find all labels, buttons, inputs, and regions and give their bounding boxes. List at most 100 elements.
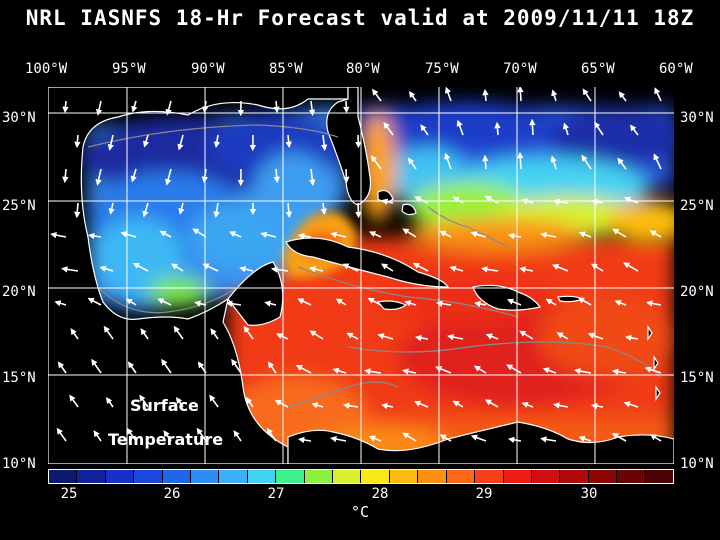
wind-vector <box>260 231 277 238</box>
colorbar-swatch <box>418 470 447 483</box>
wind-vector <box>407 157 417 170</box>
wind-vector <box>414 196 429 204</box>
wind-vector <box>142 134 150 148</box>
wind-vector <box>342 402 359 409</box>
colorbar-swatch <box>247 470 277 483</box>
wind-vector <box>343 168 350 184</box>
wind-vectors <box>50 87 662 444</box>
wind-vector <box>233 430 242 442</box>
wind-vector <box>435 300 452 307</box>
wind-vector <box>646 300 662 307</box>
wind-vector <box>74 202 81 219</box>
wind-vector <box>165 100 172 116</box>
wind-vector <box>209 394 219 408</box>
lat-label-right-30n: 30°N <box>680 110 714 126</box>
colorbar-swatch <box>475 470 504 483</box>
colorbar-swatch <box>531 470 561 483</box>
wind-vector <box>243 325 254 340</box>
wind-vector <box>170 263 184 272</box>
wind-vector <box>611 433 627 442</box>
wind-vector <box>482 88 489 102</box>
colorbar-swatch <box>333 470 362 483</box>
wind-vector <box>93 430 102 442</box>
wind-vector <box>131 100 138 113</box>
wind-vector <box>270 266 289 273</box>
wind-vector <box>590 263 604 272</box>
wind-vector <box>130 168 137 183</box>
wind-vector <box>447 333 464 341</box>
wind-vector <box>372 88 382 102</box>
wind-vector <box>581 154 592 170</box>
wind-vector <box>87 297 102 306</box>
wind-vector <box>56 427 67 442</box>
wind-vector <box>413 400 429 408</box>
wind-vector <box>163 430 172 442</box>
wind-vector <box>439 434 452 442</box>
wind-vector <box>139 394 149 408</box>
colorbar-swatch <box>389 470 419 483</box>
wind-vector <box>275 333 289 340</box>
wind-vector <box>444 87 452 102</box>
wind-vector <box>173 325 184 340</box>
wind-vector <box>556 332 569 340</box>
wind-vector <box>507 436 522 443</box>
wind-vector <box>494 121 501 136</box>
wind-vector <box>377 333 394 340</box>
wind-vector <box>74 134 81 149</box>
wind-vector <box>95 168 102 186</box>
lat-label-right-20n: 20°N <box>680 284 714 300</box>
lon-label-85w: 85°W <box>269 61 303 77</box>
wind-vector <box>342 263 359 272</box>
wind-vector <box>521 401 534 409</box>
wind-vector <box>297 436 312 444</box>
wind-vector <box>624 334 639 341</box>
wind-vector <box>320 202 327 216</box>
wind-vector <box>367 297 382 306</box>
wind-vector <box>266 427 277 442</box>
wind-vector <box>517 151 524 170</box>
wind-vector <box>529 118 536 136</box>
colorbar-tick-28: 28 <box>371 486 389 502</box>
colorbar-tick-26: 26 <box>163 486 181 502</box>
wind-vector <box>482 154 489 170</box>
colorbar-swatch <box>219 470 248 483</box>
wind-vector <box>320 134 328 152</box>
wind-vector <box>552 198 569 205</box>
wind-vector <box>62 100 69 114</box>
wind-vector <box>165 168 172 186</box>
wind-vector <box>540 231 557 239</box>
wind-vector <box>574 367 592 375</box>
wind-vector <box>623 262 639 272</box>
wind-vector <box>355 202 362 219</box>
colorbar-swatch <box>361 470 390 483</box>
wind-vector <box>161 358 172 374</box>
wind-vector <box>370 155 382 170</box>
wind-vector <box>127 361 137 374</box>
wind-vector <box>142 202 149 218</box>
lon-label-65w: 65°W <box>581 61 615 77</box>
wind-vector <box>540 436 557 443</box>
wind-vector <box>107 134 114 151</box>
wind-vector <box>644 366 662 374</box>
wind-vector <box>309 330 324 340</box>
lon-label-75w: 75°W <box>425 61 459 77</box>
wind-vector <box>617 157 627 170</box>
wind-vector <box>578 435 592 442</box>
colorbar-swatch <box>162 470 192 483</box>
wind-vector <box>245 396 254 408</box>
wind-vector <box>330 231 347 238</box>
wind-vector <box>50 231 67 239</box>
colorbar-swatch <box>276 470 305 483</box>
wind-vector <box>578 231 592 238</box>
wind-vector <box>383 121 394 136</box>
wind-vector <box>435 366 452 374</box>
wind-vector <box>231 358 242 374</box>
wind-vector <box>70 328 79 340</box>
colorbar-swatch <box>503 470 532 483</box>
wind-vector <box>484 195 499 204</box>
wind-vector <box>439 230 452 238</box>
wind-vector <box>201 100 209 114</box>
wind-vector <box>402 432 417 442</box>
wind-vector <box>507 232 522 240</box>
wind-vector <box>297 298 312 306</box>
